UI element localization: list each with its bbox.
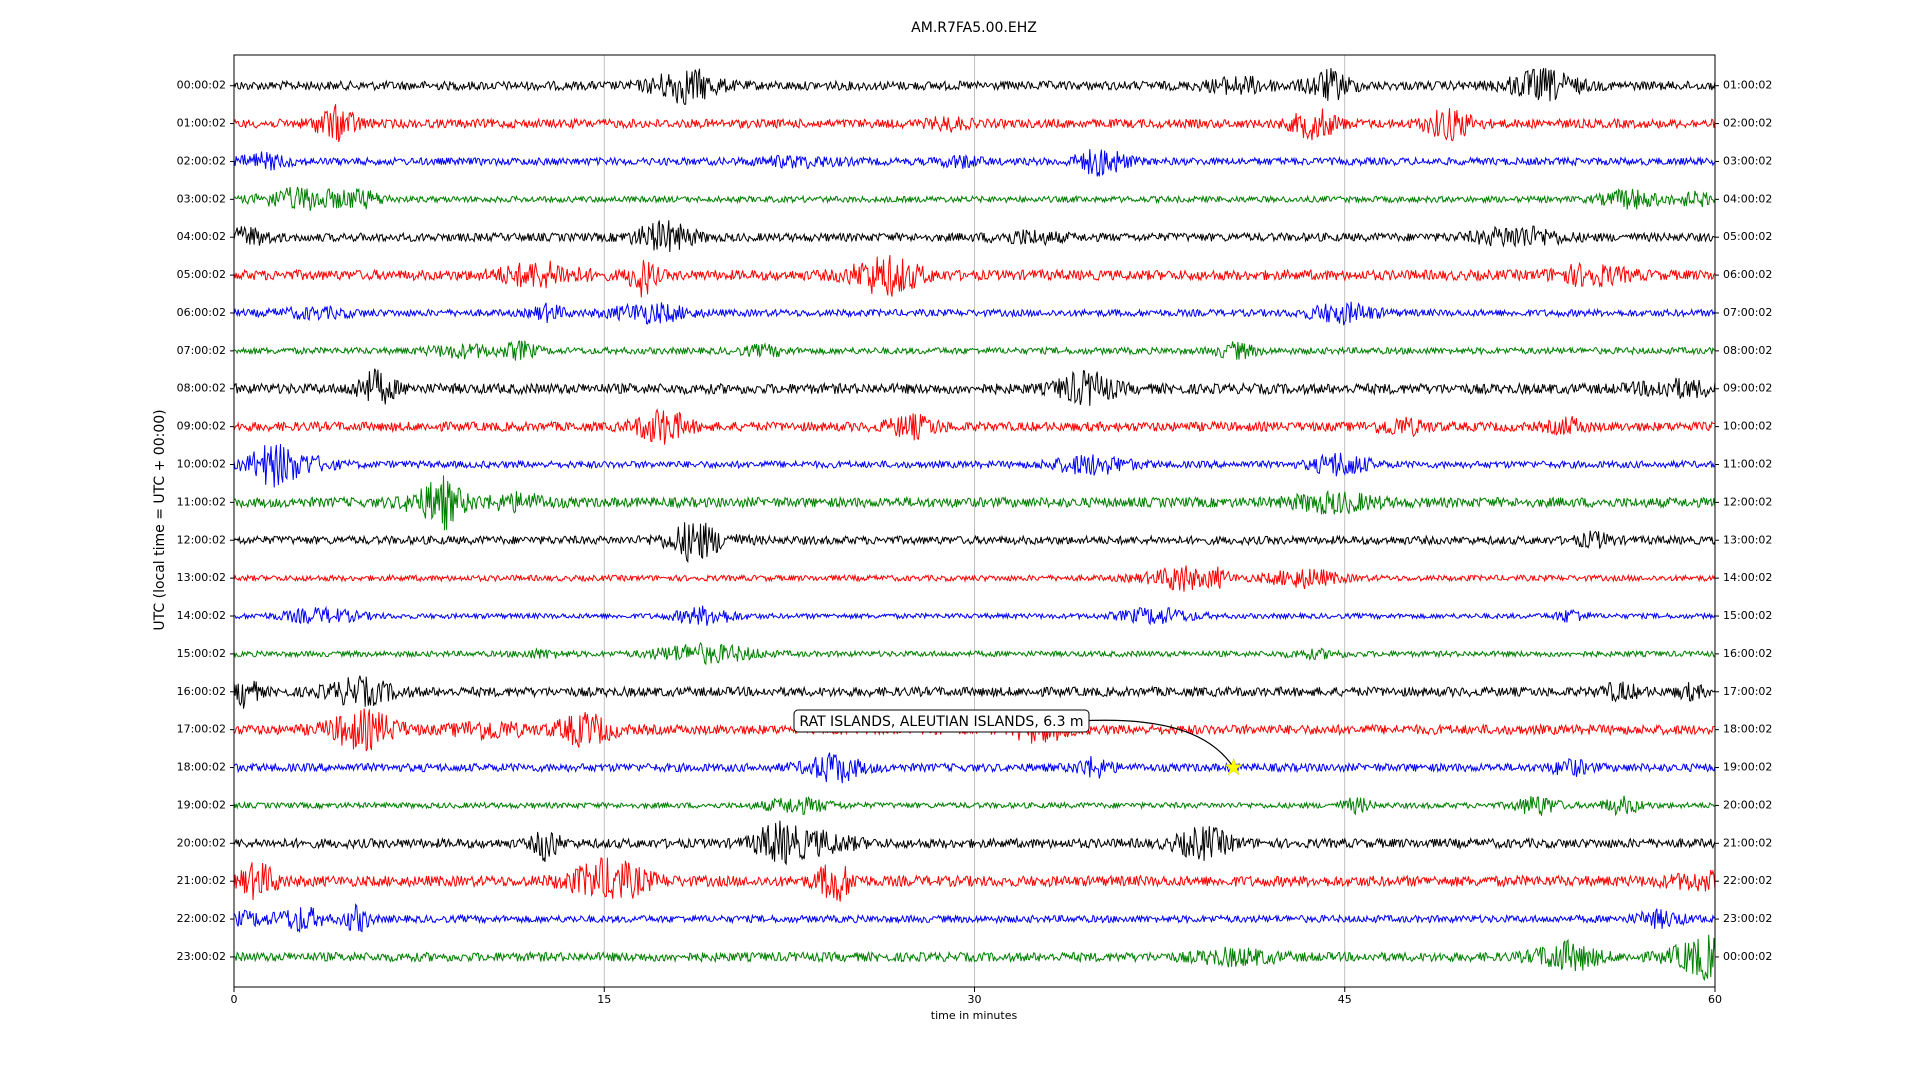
left-row-label: 12:00:02 — [177, 533, 226, 546]
trace — [233, 475, 1716, 531]
right-row-label: 21:00:02 — [1723, 836, 1772, 849]
traces — [233, 55, 1716, 987]
right-row-label: 12:00:02 — [1723, 495, 1772, 508]
trace — [233, 104, 1716, 143]
right-row-label: 15:00:02 — [1723, 609, 1772, 622]
event-label: RAT ISLANDS, ALEUTIAN ISLANDS, 6.3 m — [799, 714, 1083, 730]
right-row-label: 01:00:02 — [1723, 79, 1772, 92]
trace — [233, 68, 1716, 105]
trace — [233, 934, 1716, 981]
trace — [233, 642, 1716, 666]
right-row-label: 00:00:02 — [1723, 950, 1772, 963]
left-row-label: 16:00:02 — [177, 685, 226, 698]
right-row-label: 22:00:02 — [1723, 874, 1772, 887]
left-row-label: 18:00:02 — [177, 761, 226, 774]
left-row-label: 21:00:02 — [177, 874, 226, 887]
trace — [233, 752, 1716, 784]
right-row-label: 07:00:02 — [1723, 306, 1772, 319]
left-row-label: 22:00:02 — [177, 912, 226, 925]
right-row-label: 19:00:02 — [1723, 761, 1772, 774]
right-row-label: 20:00:02 — [1723, 798, 1772, 811]
event-marker — [1224, 757, 1243, 776]
right-row-label: 16:00:02 — [1723, 647, 1772, 660]
right-row-label: 09:00:02 — [1723, 382, 1772, 395]
right-row-label: 13:00:02 — [1723, 533, 1772, 546]
left-row-label: 04:00:02 — [177, 230, 226, 243]
left-row-label: 19:00:02 — [177, 798, 226, 811]
left-row-label: 09:00:02 — [177, 420, 226, 433]
right-row-label: 04:00:02 — [1723, 192, 1772, 205]
trace — [233, 186, 1716, 211]
right-row-label: 05:00:02 — [1723, 230, 1772, 243]
x-tick-label: 15 — [597, 993, 611, 1006]
event-arrow — [1078, 719, 1235, 768]
right-row-label: 18:00:02 — [1723, 723, 1772, 736]
right-row-label: 02:00:02 — [1723, 117, 1772, 130]
trace — [233, 856, 1716, 902]
trace — [233, 340, 1716, 361]
event-label-box — [793, 709, 1090, 733]
left-row-label: 02:00:02 — [177, 154, 226, 167]
x-tick-label: 45 — [1338, 993, 1352, 1006]
right-row-label: 03:00:02 — [1723, 154, 1772, 167]
trace — [233, 220, 1716, 253]
left-row-label: 07:00:02 — [177, 344, 226, 357]
trace — [233, 795, 1716, 817]
left-row-label: 05:00:02 — [177, 268, 226, 281]
right-row-label: 06:00:02 — [1723, 268, 1772, 281]
left-row-label: 10:00:02 — [177, 458, 226, 471]
trace — [233, 605, 1716, 626]
trace — [233, 149, 1716, 177]
right-row-label: 23:00:02 — [1723, 912, 1772, 925]
left-row-label: 13:00:02 — [177, 571, 226, 584]
trace — [233, 443, 1716, 488]
trace — [233, 675, 1716, 709]
left-row-label: 03:00:02 — [177, 192, 226, 205]
trace — [233, 301, 1716, 326]
left-row-label: 17:00:02 — [177, 723, 226, 736]
trace — [233, 408, 1716, 445]
x-tick-label: 30 — [968, 993, 982, 1006]
right-row-label: 17:00:02 — [1723, 685, 1772, 698]
x-tick-label: 60 — [1708, 993, 1722, 1006]
left-row-label: 11:00:02 — [177, 495, 226, 508]
left-row-label: 20:00:02 — [177, 836, 226, 849]
left-row-label: 00:00:02 — [177, 79, 226, 92]
chart-title: AM.R7FA5.00.EHZ — [911, 20, 1037, 36]
trace — [233, 903, 1716, 933]
trace — [233, 255, 1716, 298]
right-row-label: 14:00:02 — [1723, 571, 1772, 584]
left-row-label: 06:00:02 — [177, 306, 226, 319]
left-row-label: 23:00:02 — [177, 950, 226, 963]
left-row-label: 14:00:02 — [177, 609, 226, 622]
trace — [233, 522, 1716, 564]
left-row-label: 01:00:02 — [177, 117, 226, 130]
right-row-label: 11:00:02 — [1723, 458, 1772, 471]
left-row-label: 15:00:02 — [177, 647, 226, 660]
right-row-label: 08:00:02 — [1723, 344, 1772, 357]
trace — [233, 820, 1716, 866]
left-row-label: 08:00:02 — [177, 382, 226, 395]
trace — [233, 368, 1716, 406]
y-axis-label: UTC (local time = UTC + 00:00) — [152, 409, 168, 630]
trace — [233, 565, 1716, 592]
x-axis-label: time in minutes — [931, 1009, 1018, 1022]
right-row-label: 10:00:02 — [1723, 420, 1772, 433]
x-tick-label: 0 — [231, 993, 238, 1006]
